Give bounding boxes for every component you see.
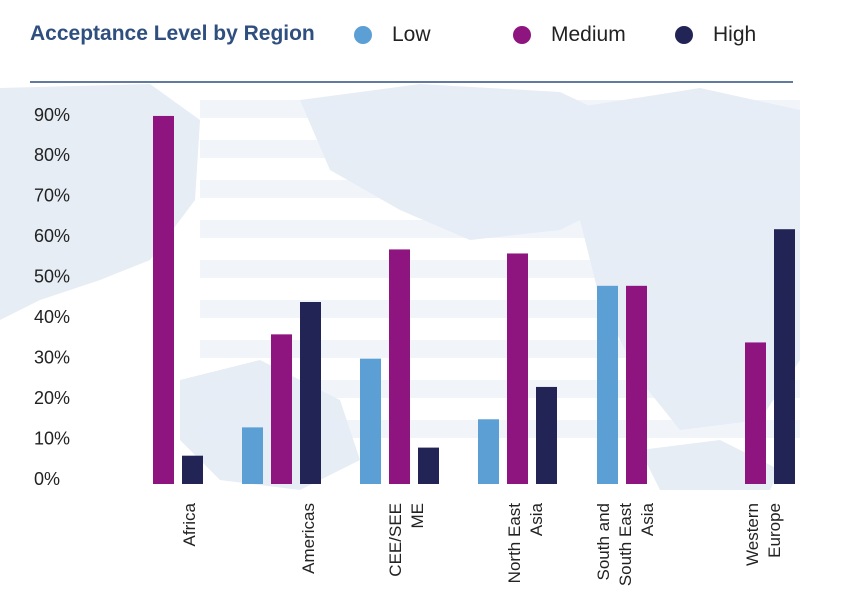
bar-high <box>536 386 557 484</box>
bar-low <box>360 358 381 484</box>
legend-label-low: Low <box>392 23 431 46</box>
bar-high <box>300 302 321 484</box>
map-stripe <box>200 380 800 398</box>
y-tick-label: 10% <box>34 428 70 448</box>
bar-high <box>418 447 439 484</box>
bar-medium <box>626 285 647 484</box>
bars-group <box>153 115 795 484</box>
map-stripe <box>200 180 800 198</box>
bar-medium <box>271 334 292 484</box>
bar-medium <box>507 253 528 484</box>
map-stripe <box>200 300 800 318</box>
legend-swatch-low <box>354 26 372 44</box>
x-tick-label: South and South East Asia <box>594 502 657 586</box>
x-tick-label: North East Asia <box>505 502 546 583</box>
map-landmass-0 <box>0 84 200 320</box>
bar-low <box>242 427 263 484</box>
y-tick-label: 90% <box>34 105 70 125</box>
y-tick-label: 80% <box>34 145 70 165</box>
legend-swatch-high <box>675 26 693 44</box>
map-stripe <box>200 260 800 278</box>
map-stripe <box>200 140 800 158</box>
bar-medium <box>745 342 766 484</box>
map-stripe <box>200 220 800 238</box>
legend-swatch-medium <box>513 26 531 44</box>
legend-label-high: High <box>713 23 757 46</box>
chart-title: Acceptance Level by Region <box>30 22 315 45</box>
map-stripe <box>200 340 800 358</box>
y-tick-label: 20% <box>34 388 70 408</box>
y-tick-label: 40% <box>34 307 70 327</box>
x-axis-labels: Africa Americas CEE/SEE ME North East Asia Sou… <box>180 502 784 586</box>
y-tick-label: 60% <box>34 226 70 246</box>
y-tick-label: 0% <box>34 469 60 489</box>
bar-low <box>478 419 499 484</box>
map-stripe <box>200 420 800 438</box>
bar-low <box>597 285 618 484</box>
x-tick-label: Africa <box>180 502 199 546</box>
map-stripe <box>200 100 800 118</box>
y-axis-ticks: 0% 10% 20% 30% 40% 50% 60% 70% 80% 90% <box>34 105 70 489</box>
bar-medium <box>389 249 410 484</box>
legend-item-low: Low <box>354 22 431 48</box>
bar-medium <box>153 115 174 484</box>
bar-high <box>774 229 795 484</box>
x-tick-label: Western Europe <box>743 503 784 566</box>
x-tick-label: Americas <box>299 503 318 574</box>
y-tick-label: 70% <box>34 186 70 206</box>
legend-label-medium: Medium <box>551 23 626 46</box>
bar-high <box>182 455 203 484</box>
legend-item-high: High <box>675 22 756 48</box>
legend-item-medium: Medium <box>513 22 626 48</box>
y-tick-label: 50% <box>34 267 70 287</box>
x-tick-label: CEE/SEE ME <box>386 503 427 577</box>
y-tick-label: 30% <box>34 347 70 367</box>
map-landmass-1 <box>300 84 640 240</box>
